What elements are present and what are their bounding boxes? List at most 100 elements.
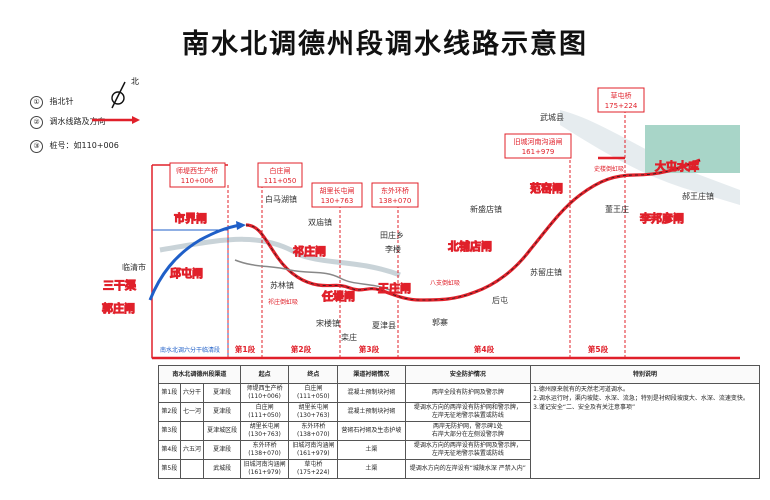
segment-label: 第3段 <box>359 344 380 354</box>
station-chainage: 161+979 <box>522 148 555 156</box>
gate-label: 三干渠 <box>103 278 137 292</box>
route-arrow-icon <box>92 116 140 124</box>
segment-label: 第1段 <box>235 344 256 354</box>
route-direction-arrow <box>236 221 246 230</box>
table-header: 终点 <box>288 365 339 384</box>
table-row: 第1段 六分干 夏津段 师堤西生产桥 (110+006) 白庄闸 (111+05… <box>158 383 760 479</box>
cell-end: 旧城河南沟涵闸 (161+979) <box>288 440 339 460</box>
gate-label: 邱屯闸 <box>170 266 203 280</box>
legend-item-compass: ① 指北针 <box>30 96 74 109</box>
route-centerline <box>245 159 701 301</box>
station-name: 胡里长屯闸 <box>320 186 355 195</box>
station-name: 草屯桥 <box>611 91 632 100</box>
cell-end: 东外环桥 (138+070) <box>288 421 339 441</box>
gate-label: 范窑闸 <box>530 181 563 195</box>
segment-label: 第2段 <box>291 344 312 354</box>
gate-label: 北铺店闸 <box>448 239 492 253</box>
town-label: 夏津县 <box>372 320 396 330</box>
cell-safety: 堤调水方向的两岸设有防护网和警示牌， 左岸无征地警示装置或防线 <box>404 402 532 422</box>
station-callout: 草屯桥 175+224 <box>597 87 645 113</box>
station-chainage: 130+763 <box>321 197 354 205</box>
cell-safety: 堤调水方向的左岸设有“城陵水深 严禁入内” <box>404 459 532 479</box>
segment-label: 第4段 <box>474 344 495 354</box>
cell-note: 1.德州原来就有的天然老河道调水。 2.调水运行时，渠内坡陡、水深、流急；特别是… <box>530 383 760 479</box>
station-callout: 白庄闸 111+050 <box>257 162 303 188</box>
legend-label: 调水线路及方向 <box>49 117 106 126</box>
station-chainage: 175+224 <box>605 102 638 110</box>
cell-lining: 混凝土预制块衬砌 <box>337 402 406 422</box>
gate-label: 郭庄闸 <box>102 301 135 315</box>
gate-label: 市界闸 <box>174 211 207 225</box>
cell-river <box>179 459 205 479</box>
town-label: 郭寨 <box>432 317 448 327</box>
town-label: 田庄乡 <box>380 230 404 240</box>
cell-river <box>179 421 205 441</box>
cell-segment: 第1段 <box>158 383 181 403</box>
town-label: 双庙镇 <box>308 217 332 227</box>
station-name: 师堤西生产桥 <box>176 166 218 175</box>
town-label: 栾庄 <box>341 332 357 342</box>
gate-label: 大屯水库 <box>655 159 699 173</box>
cell-lining: 土渠 <box>337 459 406 479</box>
legend-item-chainage: ③ 桩号：如110+006 <box>30 140 119 153</box>
cell-start: 旧城河南沟涵闸 (161+979) <box>239 459 290 479</box>
siphon-label: 史楼倒虹吸 <box>594 165 624 173</box>
cell-segment: 第3段 <box>158 421 181 441</box>
town-label: 后屯 <box>492 295 508 305</box>
cell-start: 胡里长屯闸 (130+763) <box>239 421 290 441</box>
segment-table: 南水北调德州段渠道 起点 终点 渠道衬砌情况 安全防护情况 特别说明 第1段 六… <box>158 365 760 479</box>
cell-safety: 堤调水方向的两岸设有防护网及警示牌， 左岸无征地警示装置或防线 <box>404 440 532 460</box>
town-label: 新盛店镇 <box>470 204 502 214</box>
cell-lining: 营砌石衬砌及生态护坡 <box>337 421 406 441</box>
siphon-label: 八支倒虹吸 <box>430 279 460 287</box>
route-line-red <box>245 158 701 302</box>
town-label: 李楼 <box>385 244 401 254</box>
reservoir-area <box>645 125 740 173</box>
table-header: 渠道衬砌情况 <box>337 365 406 384</box>
station-chainage: 111+050 <box>264 177 297 185</box>
cell-segment: 第4段 <box>158 440 181 460</box>
legend-item-route: ② 调水线路及方向 <box>30 116 106 129</box>
legend-number: ① <box>30 96 43 109</box>
table-header-row: 南水北调德州段渠道 起点 终点 渠道衬砌情况 安全防护情况 特别说明 <box>158 365 760 384</box>
legend-number: ② <box>30 116 43 129</box>
cell-start: 师堤西生产桥 (110+006) <box>239 383 290 403</box>
cell-river: 六五河 <box>179 440 205 460</box>
temp-segment-label: 南水北调六分干临清段 <box>160 346 220 354</box>
cell-start: 白庄闸 (111+050) <box>239 402 290 422</box>
route-map: 北 <box>92 77 740 360</box>
town-label: 宋楼镇 <box>316 318 340 328</box>
route-line-blue <box>148 223 241 301</box>
legend-label: 指北针 <box>49 97 74 106</box>
page-title: 南水北调德州段调水线路示意图 <box>182 29 588 60</box>
station-chainage: 110+006 <box>181 177 214 185</box>
cell-river: 六分干 <box>179 383 205 403</box>
table-header: 安全防护情况 <box>404 365 532 384</box>
gate-label: 李邦彦闸 <box>639 211 684 225</box>
cell-end: 白庄闸 (111+050) <box>288 383 339 403</box>
station-name: 白庄闸 <box>270 166 291 175</box>
table-row: 第5段 武城段 旧城河南沟涵闸 (161+979) 草屯桥 (175+224) … <box>158 459 760 479</box>
station-callout: 东外环桥 138+070 <box>371 182 419 208</box>
cell-lining: 混凝土预制块衬砌 <box>337 383 406 403</box>
station-callout: 胡里长屯闸 130+763 <box>311 182 363 208</box>
segment-label: 第5段 <box>588 344 609 354</box>
segment-dividers <box>227 110 626 358</box>
town-label: 郝王庄镇 <box>682 191 714 201</box>
table-header: 起点 <box>239 365 290 384</box>
station-chainage: 138+070 <box>379 197 412 205</box>
town-label: 武城县 <box>540 112 564 122</box>
table-header: 南水北调德州段渠道 <box>158 365 241 384</box>
cell-county: 夏津段 <box>203 402 241 422</box>
gate-label: 祁庄闸 <box>293 244 326 258</box>
cell-county: 夏津段 <box>203 383 241 403</box>
station-name: 东外环桥 <box>381 186 409 195</box>
legend-label: 桩号：如110+006 <box>49 141 119 150</box>
cell-safety: 两岸无防护网，警示碑1处 右岸大部分在左侧设警示牌 <box>404 421 532 441</box>
town-label: 董王庄 <box>605 204 629 214</box>
siphon-label: 祁庄倒虹吸 <box>268 298 298 306</box>
north-arrow-icon: 北 <box>111 77 139 109</box>
town-label: 苏林镇 <box>270 280 294 290</box>
cell-safety: 两岸全段有防护网及警示牌 <box>404 383 532 403</box>
